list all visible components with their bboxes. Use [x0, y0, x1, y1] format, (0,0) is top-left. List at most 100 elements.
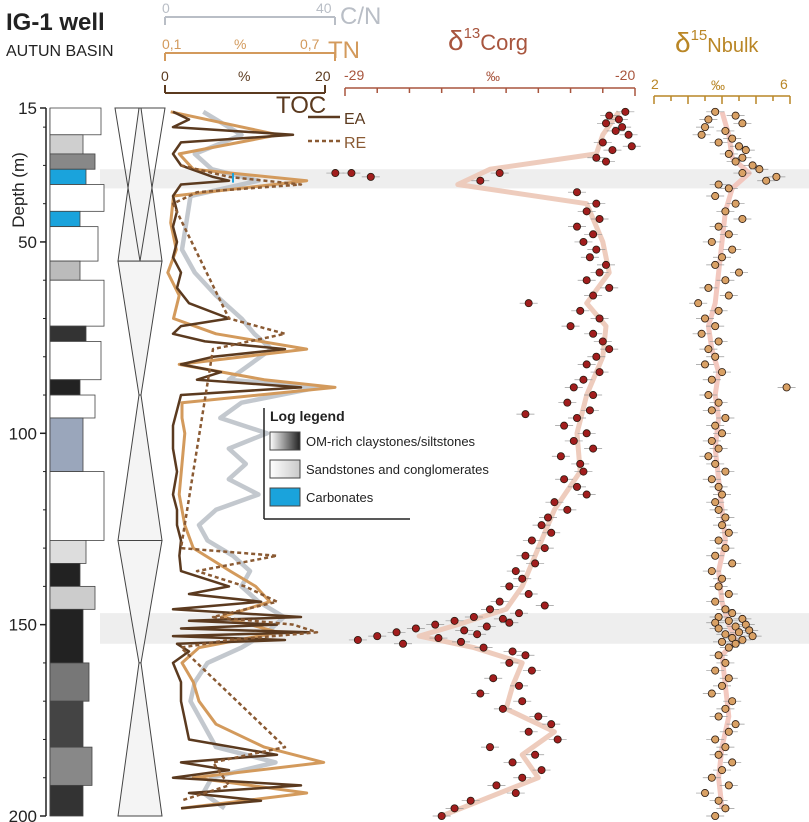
d15n-point [721, 467, 730, 476]
cn-tick-min: 0 [162, 0, 170, 16]
d15n-point [721, 658, 730, 667]
d15n-point [724, 528, 733, 537]
d15n-point [748, 161, 757, 170]
d15n-axis-label: δ15Nbulk [675, 27, 759, 58]
d15n-point [701, 123, 710, 132]
d13c-point [515, 609, 524, 618]
d13c-point [437, 812, 446, 821]
depth-tick-label: 100 [9, 424, 37, 443]
series-line-ea [171, 110, 311, 810]
d13c-point [589, 391, 598, 400]
d15n-point [738, 153, 747, 162]
d15n-point [718, 574, 727, 583]
d13c-point [518, 574, 527, 583]
d13c-point [592, 153, 601, 162]
d15n-point [721, 276, 730, 285]
d13c-axis-label: δ13Corg [448, 25, 528, 56]
d15n-point [707, 475, 716, 484]
series-line-tn [166, 110, 337, 810]
d13c-point [582, 360, 591, 369]
d13c-point [582, 490, 591, 499]
d13c-point [585, 253, 594, 262]
d15n-point [724, 727, 733, 736]
d13c-point [605, 111, 614, 120]
d13c-point [485, 605, 494, 614]
d13c-axis: δ13Corg -29 ‰ -20 [344, 25, 636, 96]
d15n-point [701, 360, 710, 369]
sequence-wedge [117, 260, 163, 396]
d13c-point [540, 544, 549, 553]
d15n-point [714, 306, 723, 315]
d15n-point [711, 551, 720, 560]
d15n-tick-min: 2 [651, 76, 659, 92]
d15n-point [724, 230, 733, 239]
d13c-point [476, 176, 485, 185]
litho-bed [49, 325, 87, 342]
d15n-point [714, 582, 723, 591]
sequence-wedge [117, 394, 163, 541]
d15n-point [714, 138, 723, 147]
litho-bed [49, 210, 81, 228]
d15n-point [711, 618, 720, 627]
d15n-point [707, 567, 716, 576]
d13c-point [595, 314, 604, 323]
d15n-tick-max: 6 [780, 76, 788, 92]
d15n-point [755, 165, 764, 174]
d13c-point [579, 237, 588, 246]
tn-tick-max: 0,7 [300, 36, 320, 52]
d15n-point [728, 559, 737, 568]
d15n-point [718, 521, 727, 530]
d15n-point [741, 146, 750, 155]
litho-bed [49, 417, 84, 472]
d13c-point [563, 398, 572, 407]
toc-tick-min: 0 [161, 68, 169, 84]
litho-bed [49, 700, 84, 748]
d15n-point [718, 637, 727, 646]
depth-axis: Depth (m) 15 50 100 150 200 [9, 99, 47, 822]
d15n-point [731, 111, 740, 120]
d13c-point [518, 773, 527, 782]
d13c-tick-min: -29 [344, 67, 364, 83]
d13c-point [627, 142, 636, 151]
d13c-point [524, 727, 533, 736]
d13c-point [527, 536, 536, 545]
d15n-point [714, 750, 723, 759]
d13c-point [589, 230, 598, 239]
d13c-point [595, 214, 604, 223]
d15n-point [714, 712, 723, 721]
d13c-point [592, 199, 601, 208]
d15n-point [721, 126, 730, 135]
d13c-point [476, 689, 485, 698]
d13c-point [547, 528, 556, 537]
tn-tick-min: 0,1 [162, 36, 182, 52]
d15n-point [707, 237, 716, 246]
d13c-point [353, 635, 362, 644]
d15n-point [694, 299, 703, 308]
d13c-point [482, 622, 491, 631]
tn-tick-unit: % [234, 36, 246, 52]
litho-bed [49, 784, 84, 817]
d13c-point [398, 639, 407, 648]
cn-tick-max: 40 [316, 0, 332, 16]
d13c-point [582, 207, 591, 216]
d13c-point [602, 157, 611, 166]
litho-bed [49, 540, 87, 564]
d15n-point [711, 735, 720, 744]
d15n-point [714, 612, 723, 621]
d15n-point [718, 766, 727, 775]
legend-swatch-carbonate [269, 487, 301, 507]
d13c-point [540, 601, 549, 610]
d13c-point [602, 119, 611, 128]
highlight-band-0 [100, 169, 809, 189]
d15n-point [697, 329, 706, 338]
sequence-column [114, 107, 166, 817]
d15n-point [738, 169, 747, 178]
d13c-point [550, 498, 559, 507]
d15n-point [721, 804, 730, 813]
d15n-point [721, 513, 730, 522]
series-line--13corg-trend [416, 110, 621, 819]
d15n-point [724, 674, 733, 683]
d15n-point [731, 622, 740, 631]
d13c-point [589, 329, 598, 338]
d15n-point [714, 624, 723, 633]
